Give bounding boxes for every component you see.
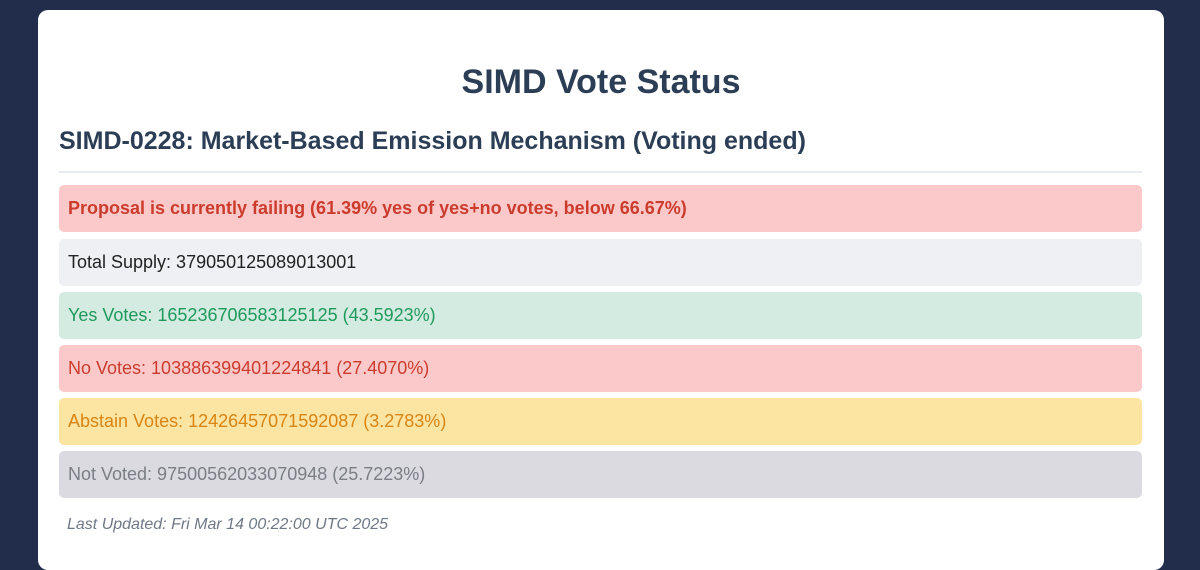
proposal-status-banner: Proposal is currently failing (61.39% ye… bbox=[59, 185, 1142, 232]
yes-votes-row: Yes Votes: 165236706583125125 (43.5923%) bbox=[59, 292, 1142, 339]
no-votes-row: No Votes: 103886399401224841 (27.4070%) bbox=[59, 345, 1142, 392]
vote-status-card: SIMD Vote Status SIMD-0228: Market-Based… bbox=[38, 10, 1164, 570]
page-title: SIMD Vote Status bbox=[461, 63, 741, 101]
total-supply-row: Total Supply: 379050125089013001 bbox=[59, 239, 1142, 286]
not-voted-row: Not Voted: 97500562033070948 (25.7223%) bbox=[59, 451, 1142, 498]
abstain-votes-row: Abstain Votes: 12426457071592087 (3.2783… bbox=[59, 398, 1142, 445]
proposal-title: SIMD-0228: Market-Based Emission Mechani… bbox=[59, 127, 806, 155]
title-divider bbox=[59, 171, 1142, 173]
last-updated-text: Last Updated: Fri Mar 14 00:22:00 UTC 20… bbox=[67, 516, 389, 533]
